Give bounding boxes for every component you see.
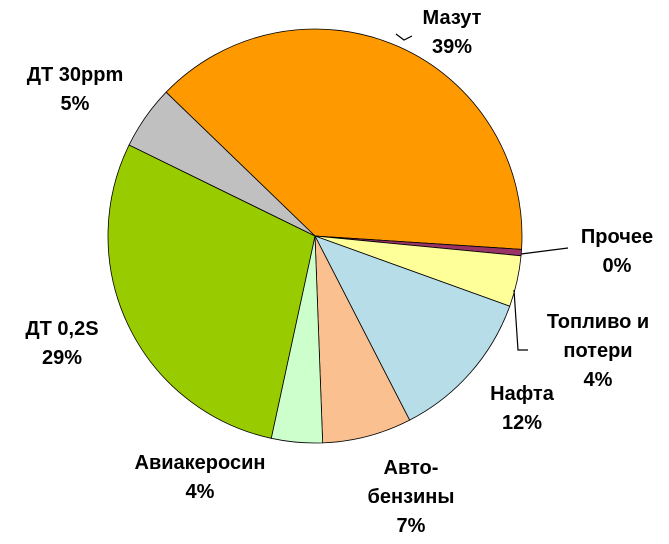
value-label: 7%: [396, 515, 426, 537]
data-label: ДТ 0,2S 29%: [7, 315, 117, 373]
category-label: Авто-бензины: [367, 457, 455, 508]
value-label: 5%: [60, 93, 90, 115]
pie-slice: [128, 91, 316, 237]
value-label: 29%: [41, 347, 83, 369]
category-label: Топливо и потери: [546, 311, 650, 362]
category-label: Прочее: [580, 226, 654, 248]
value-label: 4%: [583, 369, 613, 391]
data-label: Топливо и потери 4%: [528, 308, 668, 395]
pie-slice: [165, 28, 523, 250]
category-label: Мазут: [422, 7, 482, 29]
data-label: Нафта 12%: [472, 380, 572, 438]
data-label: ДТ 30ppm 5%: [5, 61, 145, 119]
data-label: Прочее 0%: [557, 223, 669, 281]
category-label: ДТ 0,2S: [25, 318, 99, 340]
value-label: 12%: [501, 412, 543, 434]
data-label: Авто-бензины 7%: [356, 454, 466, 541]
leader-line: [395, 33, 413, 41]
pie-slice: [107, 144, 316, 439]
category-label: Нафта: [490, 383, 554, 405]
category-label: Авиакеросин: [134, 452, 266, 474]
pie-slice: [314, 235, 511, 421]
leader-line: [520, 247, 569, 255]
value-label: 39%: [431, 36, 473, 58]
leader-line: [513, 289, 528, 351]
data-label: Авиакеросин 4%: [115, 449, 285, 507]
value-label: 0%: [602, 255, 632, 277]
category-label: ДТ 30ppm: [26, 64, 124, 86]
data-label: Мазут 39%: [392, 4, 512, 62]
value-label: 4%: [185, 481, 215, 503]
